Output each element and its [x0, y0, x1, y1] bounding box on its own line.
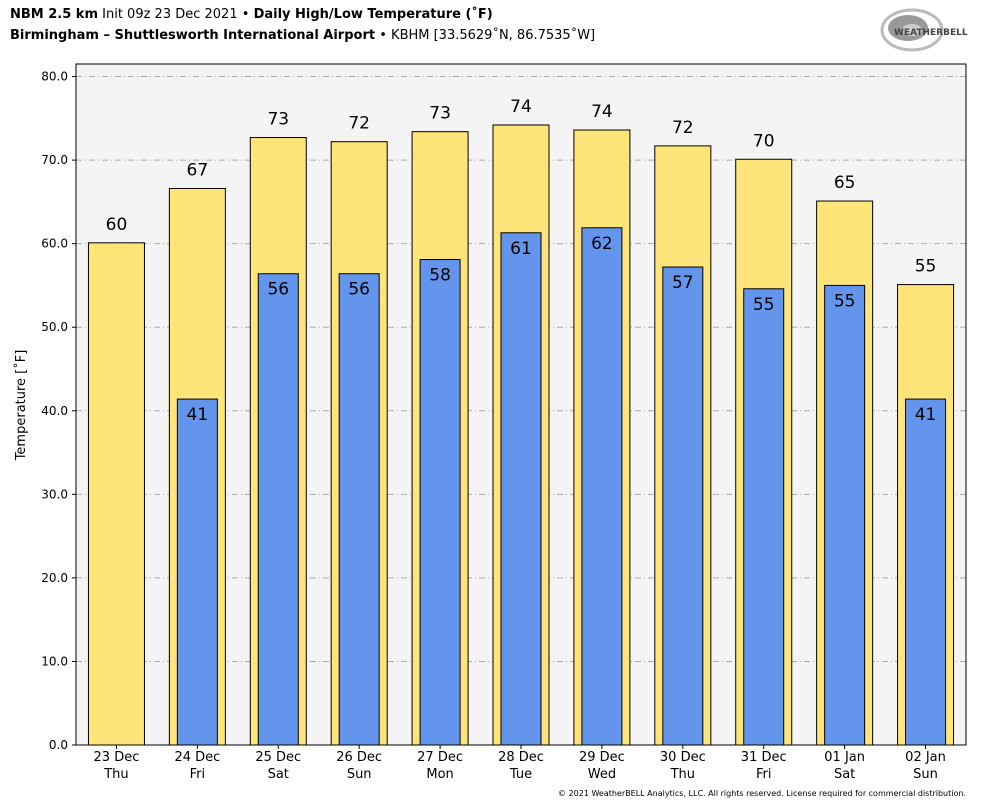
low-bar: [743, 288, 785, 746]
low-bar: [257, 273, 299, 746]
low-label: 56: [267, 280, 289, 300]
x-tick-day: Sun: [913, 767, 938, 782]
high-label: 73: [429, 104, 451, 124]
low-bar: [824, 284, 866, 746]
y-tick-label: 10.0: [41, 654, 68, 668]
x-tick-day: Fri: [756, 767, 772, 782]
x-tick-date: 26 Dec: [336, 750, 382, 765]
y-axis-label: Temperature [˚F]: [13, 350, 29, 462]
high-label: 70: [753, 131, 775, 151]
x-tick-date: 25 Dec: [255, 750, 301, 765]
low-bar: [419, 259, 461, 746]
high-label: 55: [915, 257, 937, 277]
x-tick-day: Sat: [834, 767, 855, 782]
y-tick-label: 70.0: [41, 153, 68, 167]
y-tick-label: 50.0: [41, 320, 68, 334]
location-name: Birmingham – Shuttlesworth International…: [10, 28, 376, 43]
weatherbell-logo: WEATHERBELL: [880, 8, 968, 52]
low-label: 41: [915, 405, 937, 425]
high-label: 65: [834, 173, 856, 193]
high-label: 72: [348, 114, 370, 134]
x-tick-day: Tue: [509, 767, 532, 782]
x-tick-date: 01 Jan: [824, 750, 865, 765]
low-bar: [581, 227, 623, 746]
product-title: Daily High/Low Temperature (˚F): [253, 7, 493, 22]
x-tick-date: 31 Dec: [741, 750, 787, 765]
x-tick-date: 27 Dec: [417, 750, 463, 765]
x-tick-date: 29 Dec: [579, 750, 625, 765]
x-tick-date: 28 Dec: [498, 750, 544, 765]
high-label: 60: [106, 215, 128, 235]
high-label: 74: [591, 102, 613, 122]
low-bar: [662, 266, 704, 746]
init-time: Init 09z 23 Dec 2021: [102, 7, 238, 22]
y-tick-label: 0.0: [49, 738, 68, 752]
x-tick-day: Thu: [670, 767, 695, 782]
low-bar: [500, 232, 542, 746]
station-info: KBHM [33.5629˚N, 86.7535˚W]: [391, 28, 596, 43]
low-label: 56: [348, 280, 370, 300]
low-label: 62: [591, 234, 613, 254]
x-tick-day: Wed: [588, 767, 616, 782]
y-tick-label: 60.0: [41, 237, 68, 251]
model-name: NBM 2.5 km: [10, 7, 98, 22]
x-tick-date: 02 Jan: [905, 750, 946, 765]
y-tick-label: 80.0: [41, 70, 68, 84]
title-line-1: NBM 2.5 km Init 09z 23 Dec 2021 • Daily …: [10, 7, 493, 22]
x-tick-day: Mon: [426, 767, 453, 782]
copyright-footer: © 2021 WeatherBELL Analytics, LLC. All r…: [558, 789, 966, 798]
y-tick-label: 20.0: [41, 571, 68, 585]
low-bar: [176, 398, 218, 746]
high-label: 73: [267, 110, 289, 130]
x-tick-day: Fri: [190, 767, 206, 782]
x-tick-day: Thu: [103, 767, 128, 782]
high-label: 72: [672, 118, 694, 138]
x-tick-day: Sun: [347, 767, 372, 782]
title-line-2: Birmingham – Shuttlesworth International…: [10, 28, 595, 43]
y-tick-label: 30.0: [41, 487, 68, 501]
low-label: 57: [672, 273, 694, 293]
separator: •: [241, 7, 250, 22]
high-label: 74: [510, 97, 532, 117]
x-tick-day: Sat: [268, 767, 289, 782]
x-tick-date: 30 Dec: [660, 750, 706, 765]
high-label: 67: [187, 161, 209, 181]
low-label: 61: [510, 239, 532, 259]
x-tick-date: 24 Dec: [174, 750, 220, 765]
low-label: 41: [187, 405, 209, 425]
y-tick-label: 40.0: [41, 404, 68, 418]
low-label: 55: [753, 295, 775, 315]
high-bar: [87, 242, 145, 746]
low-bar: [338, 273, 380, 746]
svg-text:WEATHERBELL: WEATHERBELL: [894, 28, 968, 38]
x-tick-date: 23 Dec: [94, 750, 140, 765]
separator: •: [379, 28, 387, 43]
low-label: 58: [429, 266, 451, 286]
low-bar: [905, 398, 947, 746]
low-label: 55: [834, 291, 856, 311]
